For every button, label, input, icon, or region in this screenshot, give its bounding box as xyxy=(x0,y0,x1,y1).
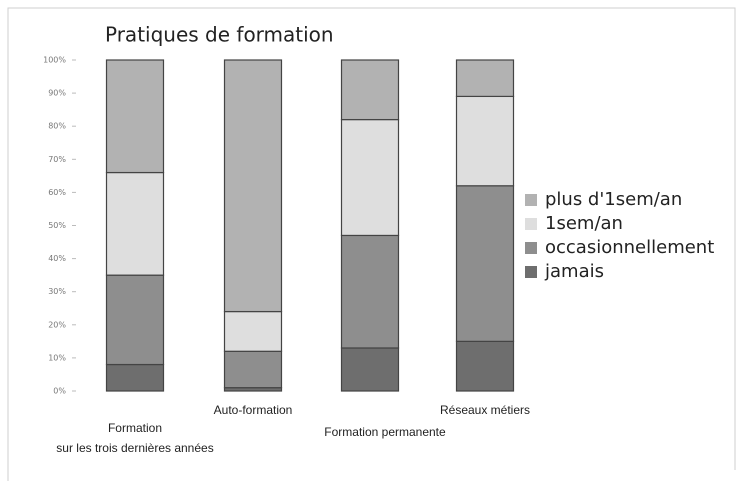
legend-swatch xyxy=(525,242,537,254)
bar-segment xyxy=(105,171,165,276)
y-tick-label: 40% xyxy=(48,254,66,263)
bar-segment xyxy=(340,118,400,237)
y-tick-label: 90% xyxy=(48,89,66,98)
bar-segment xyxy=(455,95,515,187)
bar-segment xyxy=(340,59,400,121)
x-tick-label: Formation sur les trois dernières années xyxy=(56,421,214,455)
bar-segment xyxy=(455,59,515,98)
chart-title: Pratiques de formation xyxy=(105,23,334,47)
legend-label: occasionnellement xyxy=(545,237,714,258)
bar-segment xyxy=(105,274,165,366)
frame xyxy=(7,7,736,481)
y-tick-label: 80% xyxy=(48,122,66,131)
bar-segment xyxy=(223,350,283,389)
bar-segment xyxy=(340,234,400,349)
legend-swatch xyxy=(525,218,537,230)
legend-label: plus d'1sem/an xyxy=(545,189,682,210)
y-tick-label: 100% xyxy=(43,56,66,65)
x-tick-label: Auto-formation xyxy=(213,403,293,417)
y-tick-label: 10% xyxy=(48,353,66,362)
y-tick-label: 30% xyxy=(48,287,66,296)
legend-swatch xyxy=(525,266,537,278)
y-tick-label: 70% xyxy=(48,155,66,164)
y-tick-label: 50% xyxy=(48,221,66,230)
y-tick-label: 60% xyxy=(48,188,66,197)
bar-segment xyxy=(105,363,165,392)
bar-segment xyxy=(455,185,515,342)
x-tick-label: Réseaux métiers xyxy=(439,403,531,417)
x-tick-label: Formation permanente xyxy=(324,425,446,439)
bar-segment xyxy=(105,59,165,174)
y-tick-label: 0% xyxy=(53,387,66,396)
bar-segment xyxy=(455,340,515,392)
legend-swatch xyxy=(525,194,537,206)
bar-segment xyxy=(223,310,283,352)
bar-segment xyxy=(340,347,400,392)
legend-label: jamais xyxy=(544,261,604,282)
y-tick-label: 20% xyxy=(48,320,66,329)
legend-label: 1sem/an xyxy=(545,213,623,234)
bar-segment xyxy=(223,59,283,313)
